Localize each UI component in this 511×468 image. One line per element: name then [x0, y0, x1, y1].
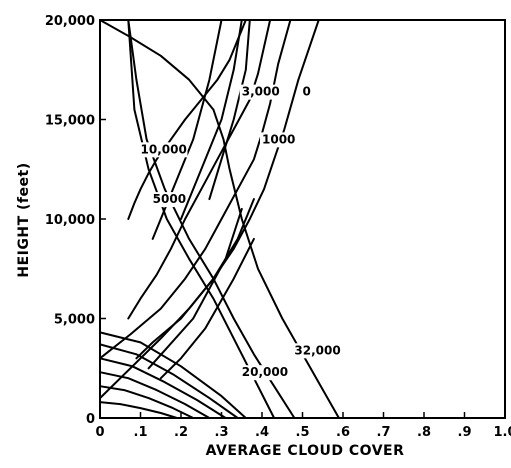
series-line-8 [99, 385, 195, 419]
y-tick-label: 0 [86, 412, 95, 427]
series-line-15 [159, 237, 255, 380]
y-axis-title: HEIGHT (feet) [16, 162, 32, 277]
curve-label-bg [150, 192, 185, 208]
x-tick-label: .9 [458, 425, 472, 440]
curve-label: 1000 [262, 132, 295, 146]
x-tick-label: .5 [296, 425, 310, 440]
curve-label-bg [260, 132, 294, 148]
curve-label-bg [300, 84, 312, 100]
curve-label-bg [239, 365, 289, 381]
series-line-5 [127, 19, 296, 419]
series-line-12 [99, 331, 247, 419]
y-tick-label: 15,000 [45, 114, 95, 129]
series-line-14 [147, 208, 243, 370]
x-tick-label: 0 [95, 425, 104, 440]
series-line-2 [99, 19, 292, 360]
x-tick-label: 1.0 [493, 425, 511, 440]
curve-label: 10,000 [141, 142, 187, 156]
x-tick-label: .8 [417, 425, 431, 440]
series-line-9 [99, 371, 211, 419]
y-tick-label: 10,000 [45, 213, 95, 228]
curve-label: 0 [303, 85, 311, 99]
curve-label: 20,000 [242, 365, 288, 379]
series-line-6 [127, 19, 276, 419]
series-line-11 [99, 343, 239, 419]
y-tick-label: 20,000 [45, 14, 95, 29]
y-tick-label: 5,000 [54, 313, 95, 328]
x-axis-title: AVERAGE CLOUD COVER [206, 443, 405, 459]
series-line-10 [99, 357, 227, 419]
curve-label: 5000 [153, 192, 186, 206]
series-line-7 [99, 401, 178, 419]
curve-labels: 0 1000 3,000 5000 10,000 20,000 32,000 [138, 84, 342, 381]
series-line-16 [208, 19, 251, 201]
curve-label-bg [292, 343, 342, 359]
curve-label-bg [138, 142, 188, 158]
axes: 0 .1 .2 .3 .4 .5 .6 .7 .8 .9 1.0 0 5,000 10,000 15,000… [45, 14, 511, 440]
curve-label: 3,000 [242, 85, 280, 99]
series-line-17 [180, 19, 243, 220]
series-line-13 [135, 198, 255, 360]
x-tick-label: .6 [336, 425, 350, 440]
x-tick-label: .7 [377, 425, 391, 440]
series-line-1 [99, 19, 320, 400]
curve-label: 32,000 [294, 343, 340, 357]
x-tick-label: .2 [174, 425, 188, 440]
series-line-4 [127, 19, 247, 220]
x-tick-label: .3 [215, 425, 229, 440]
x-tick-label: .4 [255, 425, 269, 440]
curve-label-bg [239, 84, 282, 100]
x-tick-label: .1 [134, 425, 148, 440]
series-line-0 [99, 19, 340, 419]
